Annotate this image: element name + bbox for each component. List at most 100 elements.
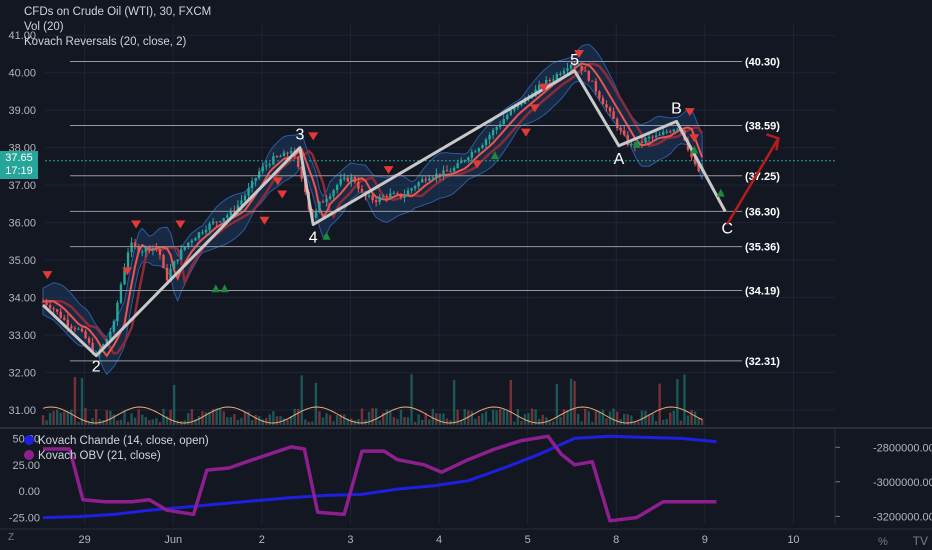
volume-bar [651, 413, 654, 425]
volume-bar [573, 381, 576, 425]
volume-bar [133, 417, 137, 425]
volume-bar [257, 416, 261, 425]
volume-bar [442, 413, 445, 425]
percent-scale-button[interactable]: % [878, 536, 888, 548]
volume-bar [396, 418, 399, 425]
volume-bar [155, 418, 158, 425]
volume-bar [421, 419, 424, 425]
candle-body [105, 339, 108, 345]
volume-bar [665, 419, 668, 425]
vol-legend[interactable]: Vol (20) [24, 21, 64, 33]
candle-body [208, 223, 211, 230]
candle-body [587, 71, 590, 81]
y-tick-label: 40.00 [8, 68, 36, 80]
volume-bar [403, 417, 406, 425]
volume-bar [435, 413, 438, 425]
volume-bar [527, 413, 530, 425]
candle-body [226, 215, 229, 218]
volume-bar [201, 411, 204, 425]
candle-body [566, 68, 569, 71]
candle-body [357, 182, 360, 189]
volume-bar [190, 409, 194, 425]
volume-bar [332, 421, 335, 425]
candle-body [647, 136, 651, 138]
wave-label: A [614, 151, 625, 168]
candle-body [502, 119, 505, 125]
reversals-legend[interactable]: Kovach Reversals (20, close, 2) [24, 36, 187, 48]
volume-bar [637, 421, 640, 425]
grid [45, 24, 835, 525]
volume-bar [282, 418, 286, 425]
bearish-reversal-marker [259, 216, 270, 225]
candle-body [374, 200, 378, 202]
candle-body [300, 166, 303, 179]
candle-body [672, 129, 676, 132]
obv-legend-text: Kovach OBV (21, close) [38, 450, 161, 462]
volume-bar [328, 415, 332, 425]
candle-body [477, 148, 481, 152]
volume-bar [548, 421, 551, 425]
volume-bar [236, 419, 240, 425]
candle-body [201, 232, 204, 234]
volume-bar [325, 413, 328, 425]
candle-body [172, 261, 176, 269]
candle-body [605, 104, 608, 108]
candle-body [59, 311, 62, 318]
scale-button[interactable]: Z [8, 532, 15, 543]
candle-body [651, 136, 654, 138]
candle-body [598, 91, 601, 99]
volume-bar [144, 417, 147, 425]
volume-bar [594, 411, 598, 425]
bearish-reversal-marker [472, 160, 483, 169]
volume-bar [187, 413, 190, 425]
candle-body [318, 201, 321, 212]
candle-body [424, 179, 427, 181]
volume-bar [459, 421, 463, 425]
level-label: (34.19) [745, 285, 780, 297]
volume-bar [45, 420, 48, 425]
volume-bar [541, 414, 544, 425]
osc-left-tick: 25.00 [12, 460, 40, 472]
candle-body [257, 171, 261, 178]
volume-bar [314, 382, 318, 425]
volume-bar [569, 378, 573, 425]
chande-legend[interactable]: Kovach Chande (14, close, open) [24, 435, 209, 447]
candle-body [215, 221, 218, 223]
candle-body [144, 247, 147, 252]
bullish-reversal-marker [716, 188, 725, 197]
candle-body [55, 309, 59, 312]
candle-body [176, 259, 179, 262]
candle-body [247, 188, 250, 196]
volume-bar [683, 374, 686, 425]
bearish-reversal-marker [529, 104, 540, 113]
obv-legend[interactable]: Kovach OBV (21, close) [24, 450, 161, 462]
candle-body [66, 319, 70, 327]
candle-body [219, 221, 222, 223]
symbol-title[interactable]: CFDs on Crude Oil (WTI), 30, FXCM [24, 6, 212, 18]
candle-body [265, 165, 268, 167]
volume-bar [172, 384, 176, 425]
volume-bar [686, 415, 690, 425]
candle-body [612, 111, 615, 120]
candle-body [428, 178, 431, 181]
level-label: (37.25) [745, 171, 780, 183]
candle-body [41, 301, 45, 303]
candle-body [236, 205, 240, 213]
volume-bar [254, 414, 257, 425]
candle-body [119, 284, 123, 303]
candle-body [123, 267, 126, 285]
volume-bar [91, 418, 94, 425]
volume-bar [261, 419, 264, 425]
volume-bar [275, 416, 279, 425]
candle-body [449, 171, 452, 173]
volume-bar [626, 414, 629, 425]
candle-body [286, 152, 289, 154]
volume-bar [424, 412, 427, 425]
volume-bar [98, 419, 101, 425]
volume-bar [506, 411, 509, 425]
candle-body [580, 65, 583, 71]
volume-bar [509, 379, 513, 425]
bearish-reversal-marker [122, 267, 133, 276]
volume-bar [52, 410, 55, 425]
volume-bar [94, 409, 98, 425]
